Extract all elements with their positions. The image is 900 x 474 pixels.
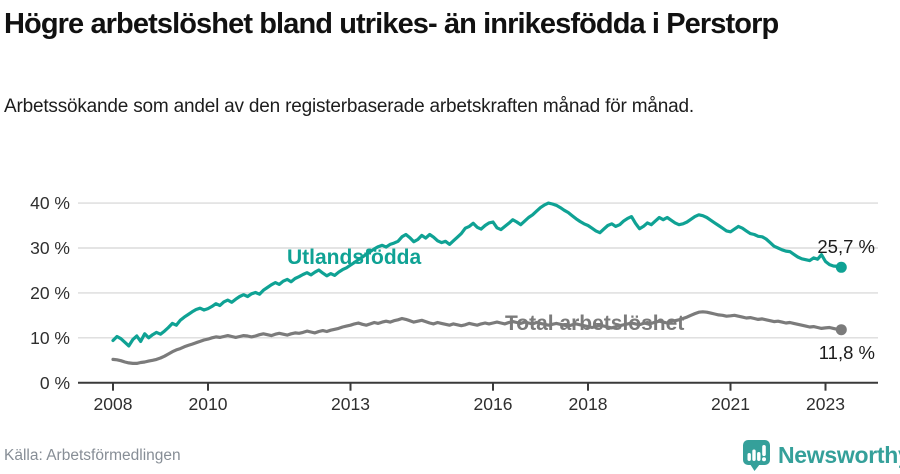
page-subtitle: Arbetssökande som andel av den registerb…: [4, 96, 694, 117]
x-tick-label: 2021: [711, 394, 750, 414]
x-tick-label: 2023: [806, 394, 845, 414]
x-tick-label: 2008: [93, 394, 133, 414]
x-tick-label: 2016: [473, 394, 513, 414]
x-tick-label: 2010: [188, 394, 228, 414]
y-tick-label: 40 %: [30, 193, 70, 214]
brand-logo: Newsworthy: [742, 438, 900, 472]
y-tick-label: 10 %: [30, 327, 70, 348]
y-tick-label: 30 %: [30, 238, 70, 258]
end-value-label-utlandsfodda: 25,7 %: [817, 236, 875, 257]
newsworthy-icon: [743, 439, 770, 471]
page-title: Högre arbetslöshet bland utrikes- än inr…: [4, 8, 779, 40]
series-label-total-arbetsloshet: Total arbetslöshet: [505, 312, 685, 335]
brand-name: Newsworthy: [778, 441, 900, 468]
x-tick-label: 2013: [331, 394, 370, 414]
y-tick-label: 0 %: [39, 372, 70, 393]
series-label-utlandsfodda: Utlandsfödda: [287, 246, 422, 269]
end-value-label-total: 11,8 %: [818, 342, 875, 363]
y-tick-label: 20 %: [30, 282, 70, 303]
x-tick-label: 2018: [568, 394, 608, 414]
source-note: Källa: Arbetsförmedlingen: [4, 447, 181, 464]
